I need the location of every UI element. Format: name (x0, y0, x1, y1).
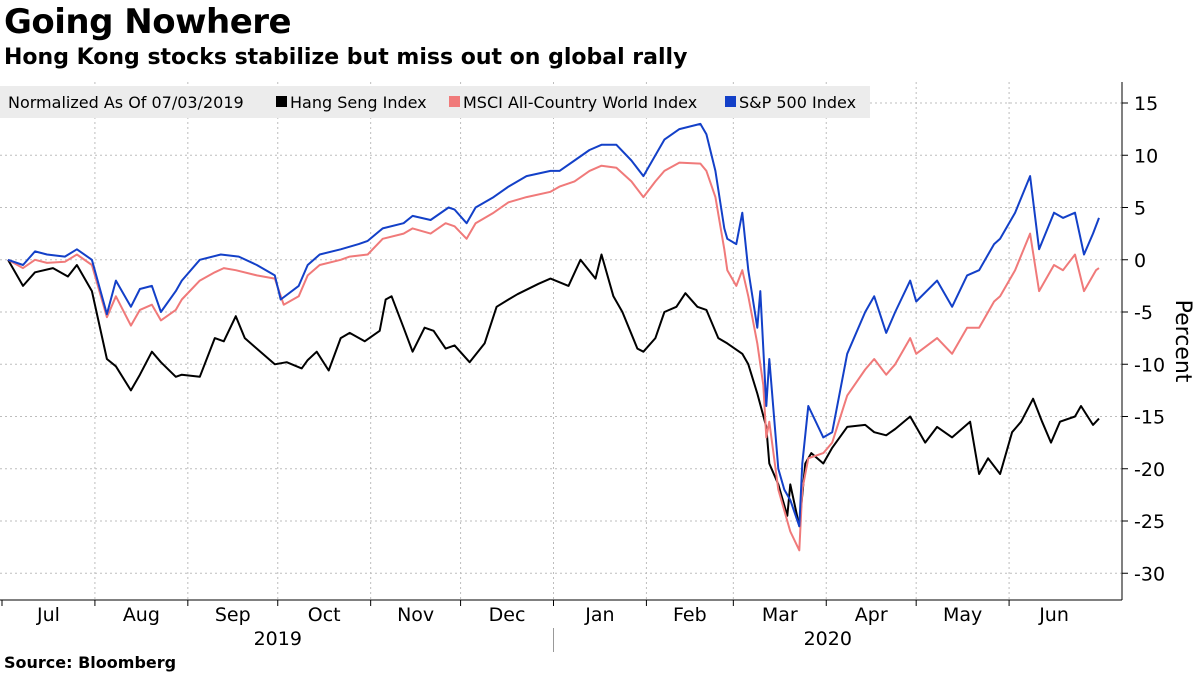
y-tick-label: -30 (1134, 563, 1165, 585)
x-axis-ticks: Jul Aug Sep Oct Nov Dec Jan Feb Mar Apr May Jun 2019… (1, 600, 1069, 652)
y-tick-label: -25 (1134, 511, 1165, 533)
y-tick-label: -10 (1134, 354, 1165, 376)
y-tick-label: -5 (1134, 302, 1153, 324)
legend-entry-msci: MSCI All-Country World Index (463, 93, 697, 112)
chart-subtitle: Hong Kong stocks stabilize but miss out … (4, 45, 688, 70)
x-tick-label: Sep (215, 604, 251, 626)
x-tick-label: Jul (36, 604, 60, 626)
x-tick-label: Mar (762, 604, 798, 626)
series-line (7, 122, 1100, 528)
x-tick-label: Feb (673, 604, 707, 626)
y-tick-label: 10 (1134, 145, 1158, 167)
y-axis-ticks: 15 10 5 0 -5 -10 -15 -20 -25 -30 (1122, 93, 1165, 585)
plot-background (0, 82, 1122, 600)
x-tick-label: Jan (584, 604, 614, 626)
y-tick-label: 5 (1134, 198, 1146, 220)
y-axis-label: Percent (1170, 300, 1195, 383)
legend-swatch-hang-seng (276, 96, 287, 107)
x-tick-label: Nov (397, 604, 434, 626)
y-tick-label: 15 (1134, 93, 1158, 115)
legend-entry-hang-seng: Hang Seng Index (290, 93, 427, 112)
series-line (7, 253, 1100, 528)
legend-swatch-sp500 (725, 96, 736, 107)
x-tick-label: Oct (308, 604, 341, 626)
x-tick-label: Apr (855, 604, 888, 626)
y-tick-label: 0 (1134, 250, 1146, 272)
legend-normalized-label: Normalized As Of 07/03/2019 (8, 93, 244, 112)
series-line (7, 161, 1100, 552)
x-tick-label: Jun (1038, 604, 1069, 626)
x-tick-label: Dec (489, 604, 526, 626)
x-tick-label: May (943, 604, 982, 626)
source-note: Source: Bloomberg (4, 653, 177, 672)
legend-swatch-msci (449, 96, 460, 107)
x-tick-label: Aug (123, 604, 160, 626)
year-label: 2019 (254, 628, 302, 650)
year-label: 2020 (804, 628, 852, 650)
legend: Normalized As Of 07/03/2019 Hang Seng In… (0, 86, 870, 118)
grid-lines (0, 82, 1122, 600)
series-layer (7, 122, 1100, 552)
chart-title: Going Nowhere (4, 2, 292, 42)
y-tick-label: -15 (1134, 407, 1165, 429)
legend-entry-sp500: S&P 500 Index (739, 93, 856, 112)
y-tick-label: -20 (1134, 459, 1165, 481)
